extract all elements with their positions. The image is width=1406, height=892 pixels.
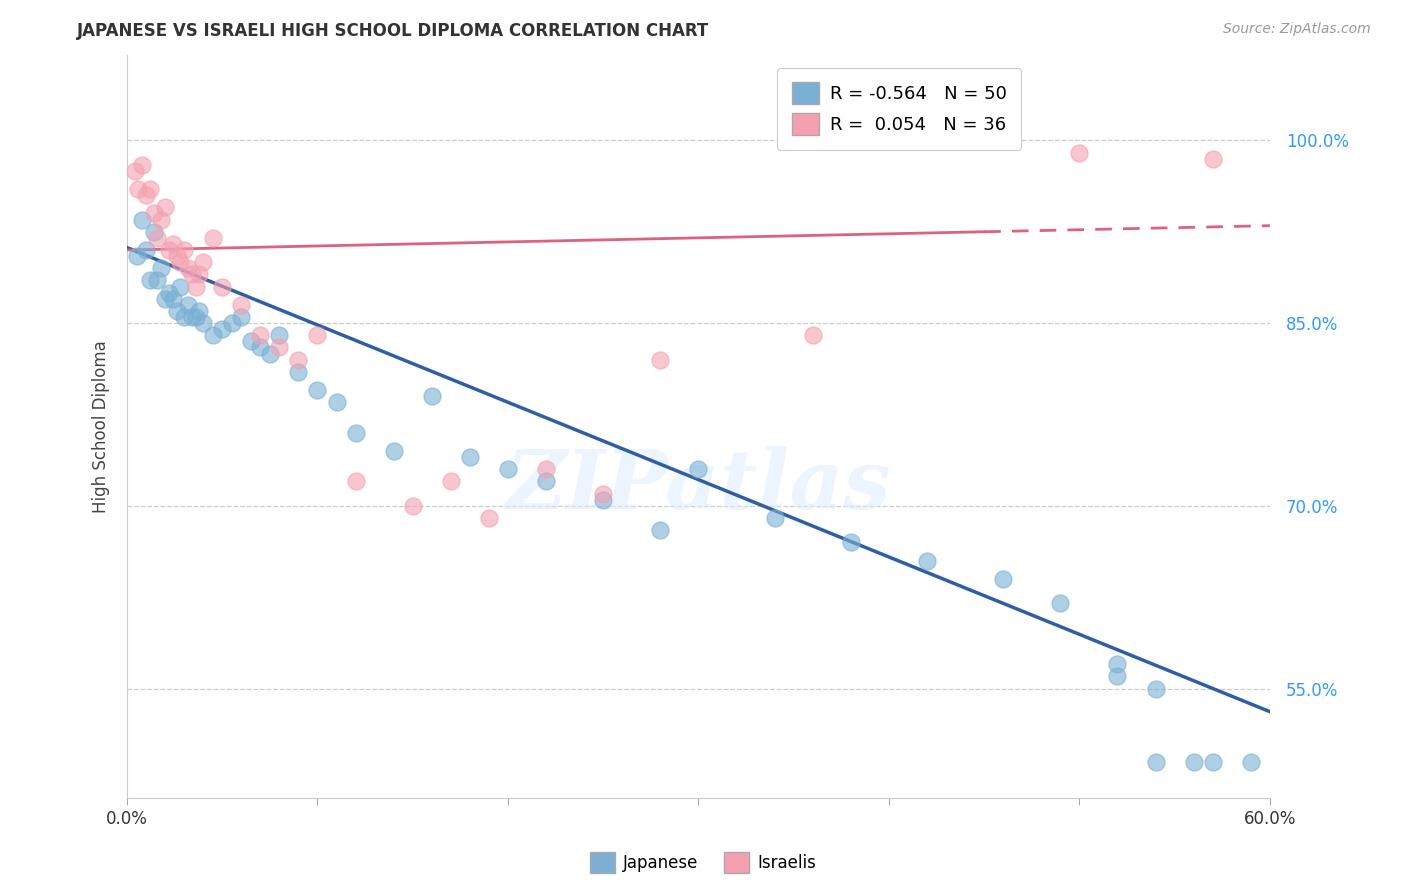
Point <box>269 328 291 343</box>
Point <box>211 322 233 336</box>
Point <box>166 304 188 318</box>
Point <box>157 243 180 257</box>
Point <box>1240 755 1263 769</box>
Text: ZIPatlas: ZIPatlas <box>506 446 891 526</box>
Point <box>650 352 672 367</box>
Point <box>157 285 180 300</box>
Point <box>592 492 614 507</box>
Point <box>496 462 519 476</box>
Point <box>269 341 291 355</box>
Point <box>1182 755 1205 769</box>
Point <box>458 450 481 464</box>
Point <box>993 572 1015 586</box>
Point <box>193 255 215 269</box>
Point <box>166 249 188 263</box>
Legend: R = -0.564   N = 50, R =  0.054   N = 36: R = -0.564 N = 50, R = 0.054 N = 36 <box>778 68 1021 150</box>
Point <box>382 444 405 458</box>
Point <box>231 310 253 324</box>
Point <box>153 292 176 306</box>
Text: Source: ZipAtlas.com: Source: ZipAtlas.com <box>1223 22 1371 37</box>
Point <box>135 188 157 202</box>
Point <box>420 389 443 403</box>
Point <box>142 225 165 239</box>
Point <box>650 523 672 537</box>
Point <box>1202 755 1225 769</box>
Point <box>249 341 271 355</box>
Point <box>915 553 938 567</box>
Point <box>534 462 557 476</box>
Point <box>180 310 202 324</box>
Y-axis label: High School Diploma: High School Diploma <box>93 340 110 513</box>
Point <box>162 236 184 251</box>
Point <box>184 279 207 293</box>
Point <box>131 212 153 227</box>
Point <box>763 511 786 525</box>
Point <box>139 182 162 196</box>
Point <box>184 310 207 324</box>
Point <box>249 328 271 343</box>
Point <box>169 255 191 269</box>
Point <box>1049 596 1071 610</box>
Point <box>1107 669 1129 683</box>
Point <box>153 201 176 215</box>
Point <box>307 328 329 343</box>
Point <box>239 334 262 349</box>
Point <box>1202 152 1225 166</box>
Point <box>180 268 202 282</box>
Point <box>146 273 169 287</box>
Legend: Japanese, Israelis: Japanese, Israelis <box>583 846 823 880</box>
Point <box>201 328 224 343</box>
Point <box>201 231 224 245</box>
Text: JAPANESE VS ISRAELI HIGH SCHOOL DIPLOMA CORRELATION CHART: JAPANESE VS ISRAELI HIGH SCHOOL DIPLOMA … <box>77 22 710 40</box>
Point <box>801 328 824 343</box>
Point <box>307 383 329 397</box>
Point <box>125 249 148 263</box>
Point <box>188 304 211 318</box>
Point <box>131 158 153 172</box>
Point <box>839 535 862 549</box>
Point <box>688 462 710 476</box>
Point <box>231 298 253 312</box>
Point <box>150 212 173 227</box>
Point <box>344 425 367 440</box>
Point <box>127 182 149 196</box>
Point <box>177 298 200 312</box>
Point <box>173 243 195 257</box>
Point <box>169 279 191 293</box>
Point <box>402 499 425 513</box>
Point <box>139 273 162 287</box>
Point <box>287 365 309 379</box>
Point <box>135 243 157 257</box>
Point <box>142 206 165 220</box>
Point <box>1144 755 1167 769</box>
Point <box>325 395 347 409</box>
Point <box>177 261 200 276</box>
Point <box>150 261 173 276</box>
Point <box>287 352 309 367</box>
Point <box>124 164 146 178</box>
Point <box>221 316 243 330</box>
Point <box>1107 657 1129 672</box>
Point <box>162 292 184 306</box>
Point <box>592 486 614 500</box>
Point <box>1069 145 1091 160</box>
Point <box>211 279 233 293</box>
Point <box>344 475 367 489</box>
Point <box>146 231 169 245</box>
Point <box>173 310 195 324</box>
Point <box>193 316 215 330</box>
Point <box>534 475 557 489</box>
Point <box>478 511 501 525</box>
Point <box>259 346 281 360</box>
Point <box>1144 681 1167 696</box>
Point <box>440 475 463 489</box>
Point <box>188 268 211 282</box>
